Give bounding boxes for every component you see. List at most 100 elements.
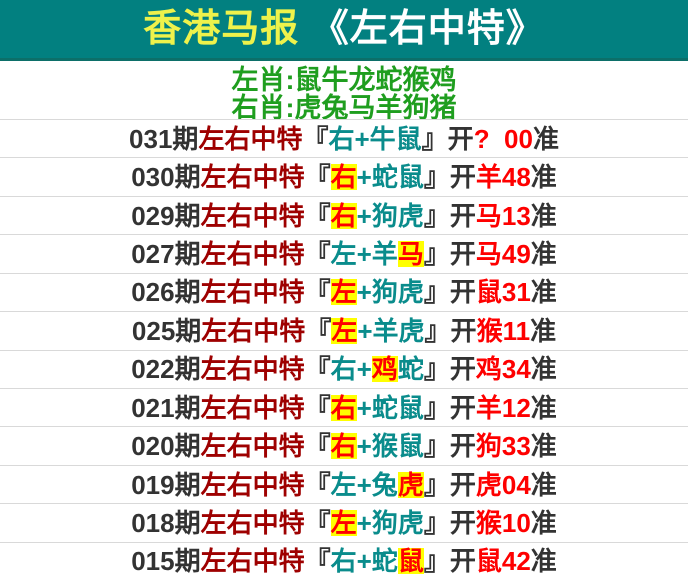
row-segment: 左右中特 (200, 392, 305, 423)
row-segment: 右 (330, 200, 357, 231)
row-segment: 开 (449, 546, 476, 577)
row-segment: 准 (532, 123, 559, 154)
row-segment: 右+ (330, 354, 372, 385)
table-row: 031期 左右中特『右+牛鼠』开? 00 准 (0, 119, 688, 158)
row-segment: 015期 (131, 546, 201, 577)
row-segment: 031期 (129, 123, 199, 154)
row-segment: 猴11 (476, 315, 531, 346)
row-segment: 左+羊 (330, 238, 398, 269)
left-zodiac-line: 左肖:鼠牛龙蛇猴鸡 (231, 65, 457, 95)
row-segment: 开 (449, 469, 476, 500)
row-segment: 『 (304, 507, 331, 538)
row-segment: 准 (530, 431, 557, 462)
row-segment: 』 (423, 507, 450, 538)
row-segment: 开 (449, 238, 476, 269)
row-segment: 准 (530, 507, 557, 538)
row-segment: 左右中特 (200, 277, 305, 308)
row-segment: 马13 (475, 200, 531, 231)
row-segment: 『 (304, 354, 331, 385)
row-segment: +猴鼠 (356, 431, 424, 462)
row-segment: 026期 (131, 277, 201, 308)
row-segment: 左右中特 (200, 469, 305, 500)
row-segment: 左右中特 (201, 315, 306, 346)
row-segment: 左右中特 (200, 162, 305, 193)
table-row: 029期 左右中特『右 +狗虎』开马13 准 (0, 195, 688, 235)
row-segment: 准 (530, 469, 557, 500)
row-segment: +蛇鼠 (356, 162, 424, 193)
table-row: 025期 左右中特『左 +羊虎』开猴11 准 (0, 311, 688, 350)
row-segment: 虎04 (475, 469, 531, 500)
row-segment: ? 00 (473, 123, 533, 154)
row-segment: 『 (304, 162, 331, 193)
row-segment: 鼠42 (475, 546, 531, 577)
row-segment: 『 (304, 277, 331, 308)
row-segment: 『 (304, 469, 331, 500)
row-segment: 』 (423, 392, 450, 423)
row-segment: 准 (530, 277, 557, 308)
row-segment: 羊12 (475, 392, 531, 423)
row-segment: 开 (449, 277, 476, 308)
row-segment: 020期 (131, 431, 201, 462)
row-segment: 鸡34 (475, 354, 531, 385)
row-segment: 』 (423, 162, 450, 193)
row-segment: 左右中特 (200, 200, 305, 231)
table-row: 030期 左右中特『右 +蛇鼠』开羊48 准 (0, 157, 688, 196)
row-segment: +蛇鼠 (356, 392, 424, 423)
row-segment: 狗33 (475, 431, 531, 462)
results-table: 031期 左右中特『右+牛鼠』开? 00 准 030期 左右中特『右 +蛇鼠』开羊48 准 0… (0, 119, 688, 580)
table-row: 021期 左右中特『右 +蛇鼠』开羊12 准 (0, 387, 688, 427)
row-segment: 马49 (475, 238, 531, 269)
row-segment: 』 (423, 546, 450, 577)
row-segment: +羊虎 (357, 315, 425, 346)
row-segment: 左+兔 (330, 469, 398, 500)
row-segment: 准 (530, 200, 557, 231)
row-segment: 027期 (131, 238, 201, 269)
row-segment: 右 (330, 431, 357, 462)
row-segment: 准 (530, 238, 557, 269)
row-segment: 029期 (131, 200, 201, 231)
row-segment: 右 (330, 392, 357, 423)
row-segment: 开 (449, 507, 476, 538)
table-row: 020期 左右中特『右 +猴鼠』开狗33 准 (0, 426, 688, 465)
row-segment: 开 (449, 162, 476, 193)
row-segment: 右+蛇 (330, 546, 398, 577)
table-row: 022期 左右中特『右+ 鸡蛇』开鸡34 准 (0, 349, 688, 388)
row-segment: 左 (331, 315, 358, 346)
row-segment: 准 (530, 354, 557, 385)
row-segment: 准 (530, 546, 557, 577)
row-segment: 左右中特 (200, 507, 305, 538)
row-segment: 羊48 (475, 162, 531, 193)
table-row: 019期 左右中特『左+兔虎』开虎04 准 (0, 464, 688, 504)
row-segment: 』 (423, 354, 450, 385)
row-segment: 『 (302, 123, 329, 154)
row-segment: 开 (449, 431, 476, 462)
row-segment: 』 (423, 200, 450, 231)
row-segment: 虎 (397, 469, 424, 500)
row-segment: 『 (304, 546, 331, 577)
row-segment: 开 (447, 123, 474, 154)
header-banner: 香港马报 《左右中特》 (0, 0, 688, 61)
page-title-series: 《左右中特》 (310, 8, 545, 50)
row-segment: 鼠31 (475, 277, 531, 308)
row-segment: 』 (423, 469, 450, 500)
right-zodiac-line: 右肖:虎兔马羊狗猪 (231, 93, 457, 123)
row-segment: 准 (530, 392, 557, 423)
row-segment: +狗虎 (356, 507, 424, 538)
row-segment: 马 (397, 238, 424, 269)
row-segment: 030期 (131, 162, 201, 193)
table-row: 015期 左右中特『右+蛇鼠』开鼠42 准 (0, 541, 688, 580)
table-row: 018期 左右中特『左 +狗虎』开猴10 准 (0, 503, 688, 542)
row-segment: 025期 (131, 315, 202, 346)
row-segment: 蛇 (397, 354, 424, 385)
zodiac-panel: 左肖:鼠牛龙蛇猴鸡 右肖:虎兔马羊狗猪 (0, 61, 688, 126)
row-segment: 左 (330, 277, 357, 308)
row-segment: 开 (449, 392, 476, 423)
row-segment: 准 (530, 162, 557, 193)
row-segment: 左 (330, 507, 357, 538)
row-segment: 左右中特 (198, 123, 303, 154)
row-segment: 021期 (131, 392, 201, 423)
table-row: 027期 左右中特『左+羊马』开马49 准 (0, 234, 688, 273)
row-segment: 左右中特 (200, 238, 305, 269)
row-segment: +狗虎 (356, 200, 424, 231)
page-title: 香港马报 《左右中特》 (143, 10, 545, 48)
